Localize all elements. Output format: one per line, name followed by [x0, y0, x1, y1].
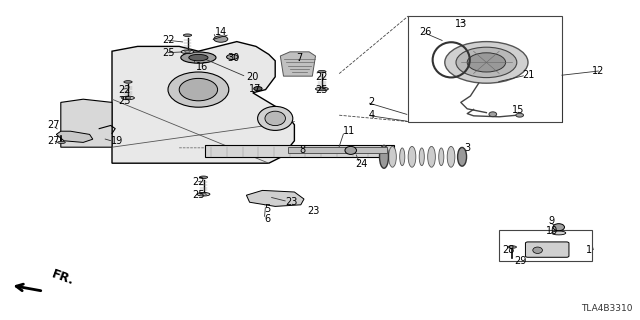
Text: 29: 29	[514, 256, 527, 266]
Text: 12: 12	[592, 66, 605, 76]
Ellipse shape	[408, 147, 416, 167]
Ellipse shape	[58, 141, 65, 143]
Text: 14: 14	[214, 27, 227, 37]
FancyBboxPatch shape	[205, 145, 394, 157]
Ellipse shape	[467, 53, 506, 72]
Ellipse shape	[439, 148, 444, 166]
Ellipse shape	[319, 88, 325, 90]
Text: 22: 22	[162, 35, 175, 45]
Text: TLA4B3310: TLA4B3310	[581, 304, 632, 313]
Text: 23: 23	[285, 196, 298, 207]
Ellipse shape	[380, 145, 388, 168]
Polygon shape	[56, 131, 93, 142]
Text: 13: 13	[454, 19, 467, 29]
Ellipse shape	[399, 148, 404, 166]
Ellipse shape	[345, 146, 356, 154]
Ellipse shape	[533, 247, 543, 253]
Ellipse shape	[516, 113, 524, 117]
Ellipse shape	[508, 246, 516, 248]
Text: 9: 9	[548, 216, 555, 227]
Ellipse shape	[200, 176, 207, 179]
Ellipse shape	[456, 47, 517, 77]
Ellipse shape	[197, 192, 210, 196]
Polygon shape	[61, 99, 112, 147]
Ellipse shape	[445, 42, 528, 83]
Text: 20: 20	[246, 72, 259, 82]
Text: 30: 30	[227, 53, 240, 63]
Text: 27: 27	[47, 136, 60, 147]
Polygon shape	[112, 42, 294, 163]
Ellipse shape	[265, 111, 285, 125]
Text: 23: 23	[307, 206, 320, 216]
Ellipse shape	[458, 148, 463, 166]
Ellipse shape	[428, 147, 435, 167]
Ellipse shape	[317, 70, 326, 73]
Ellipse shape	[168, 72, 229, 107]
Ellipse shape	[214, 36, 228, 42]
Text: 24: 24	[355, 159, 368, 169]
Bar	[408, 16, 562, 122]
Ellipse shape	[553, 224, 564, 231]
Text: 28: 28	[502, 245, 515, 255]
Text: 22: 22	[118, 84, 131, 95]
Text: 17: 17	[248, 84, 261, 94]
Text: 26: 26	[419, 27, 432, 37]
Ellipse shape	[316, 87, 328, 91]
Text: 11: 11	[342, 126, 355, 136]
Ellipse shape	[124, 81, 132, 83]
Ellipse shape	[201, 193, 206, 195]
Ellipse shape	[447, 147, 455, 167]
Text: 25: 25	[162, 48, 175, 58]
Ellipse shape	[257, 106, 293, 131]
Text: 7: 7	[296, 52, 303, 63]
Text: 4: 4	[368, 110, 374, 120]
Text: 25: 25	[316, 85, 328, 95]
Ellipse shape	[419, 148, 424, 166]
Text: 15: 15	[512, 105, 525, 116]
Ellipse shape	[458, 148, 467, 166]
Ellipse shape	[181, 50, 194, 53]
Text: 21: 21	[522, 70, 534, 80]
FancyBboxPatch shape	[525, 242, 569, 257]
Text: 8: 8	[300, 145, 306, 156]
Ellipse shape	[380, 148, 385, 166]
Text: 5: 5	[264, 204, 271, 214]
Text: FR.: FR.	[50, 267, 76, 287]
Ellipse shape	[489, 112, 497, 117]
Ellipse shape	[181, 52, 216, 63]
Ellipse shape	[388, 147, 396, 167]
Text: 2: 2	[368, 97, 374, 108]
Text: 22: 22	[316, 72, 328, 82]
Polygon shape	[280, 52, 316, 76]
Text: 6: 6	[264, 214, 271, 224]
Text: 19: 19	[111, 136, 124, 147]
Ellipse shape	[125, 97, 131, 99]
Bar	[499, 230, 592, 261]
FancyBboxPatch shape	[288, 147, 387, 153]
Text: 10: 10	[545, 226, 558, 236]
Ellipse shape	[122, 96, 134, 100]
Text: 25: 25	[118, 96, 131, 106]
Text: 3: 3	[464, 143, 470, 153]
Text: 22: 22	[192, 177, 205, 188]
Text: 25: 25	[192, 189, 205, 200]
Text: 27: 27	[47, 120, 60, 131]
Polygon shape	[246, 190, 304, 206]
Ellipse shape	[552, 231, 566, 235]
Ellipse shape	[189, 54, 208, 61]
Ellipse shape	[183, 34, 192, 36]
Text: 1: 1	[586, 244, 592, 255]
Ellipse shape	[179, 78, 218, 101]
Ellipse shape	[227, 54, 238, 60]
Text: 16: 16	[195, 61, 208, 72]
Ellipse shape	[184, 51, 191, 53]
Ellipse shape	[254, 86, 262, 91]
